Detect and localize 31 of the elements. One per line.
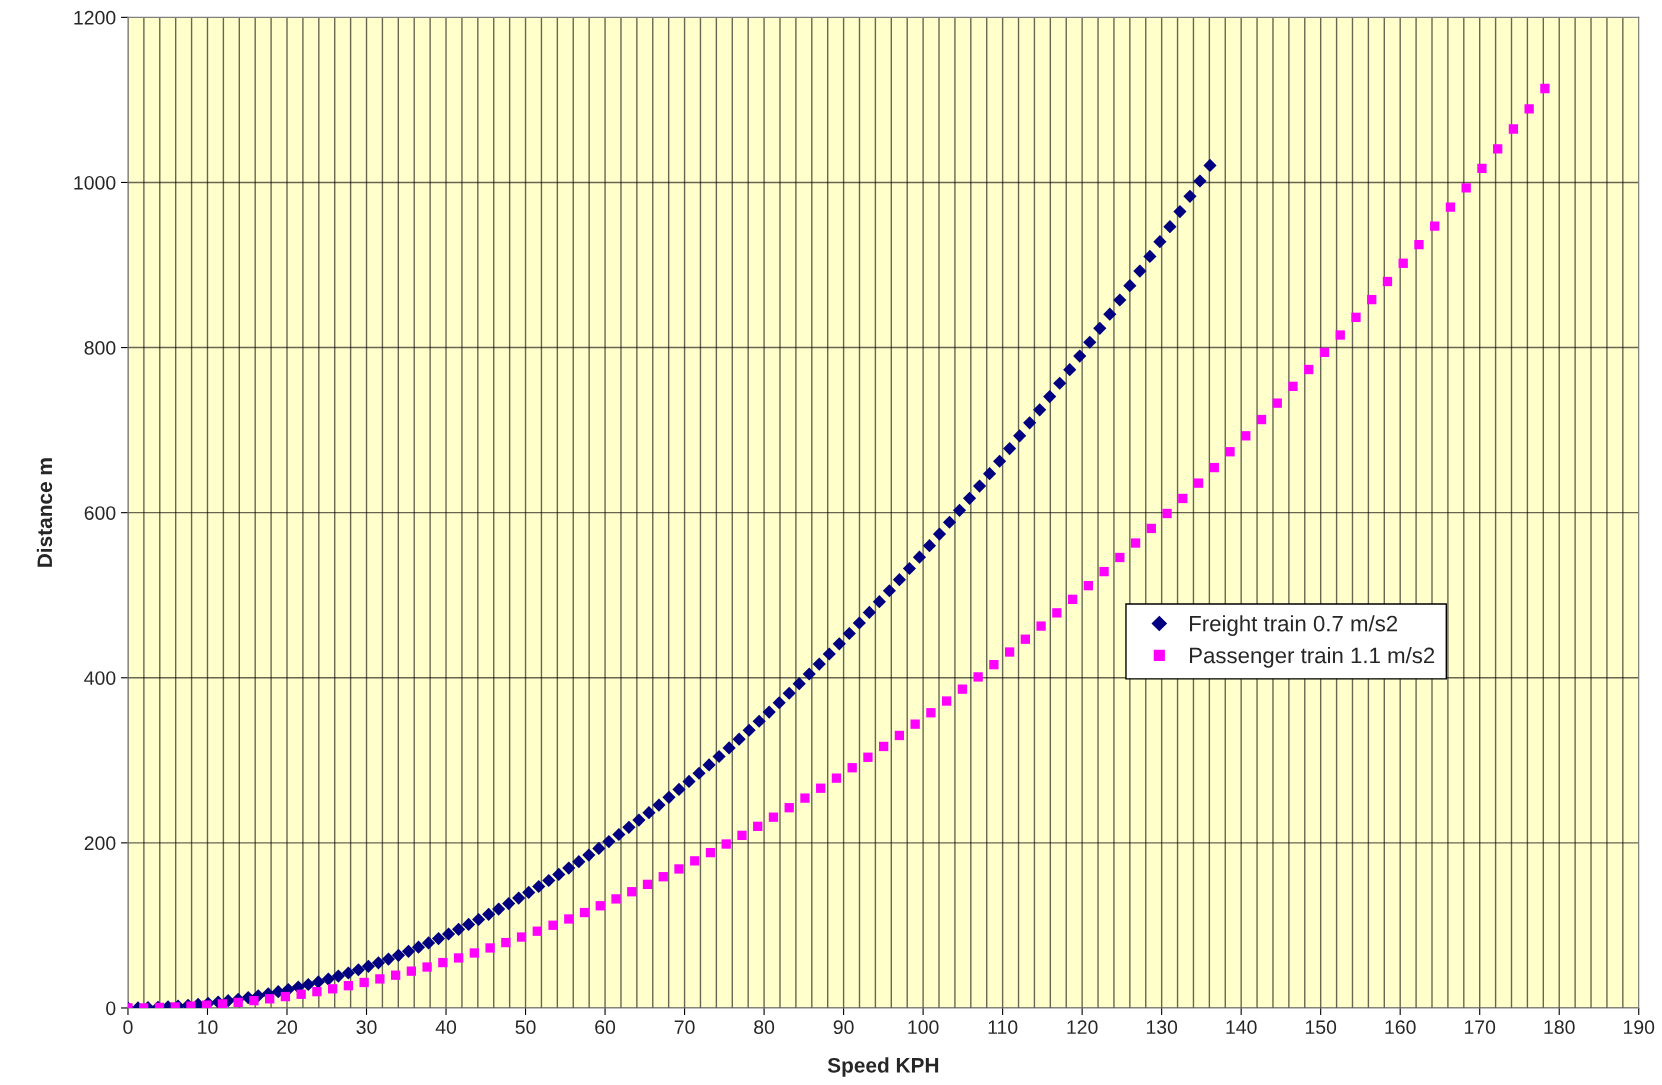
y-tick-label: 0 — [106, 1001, 116, 1016]
x-tick-label: 160 — [1385, 1020, 1416, 1035]
x-tick-label: 130 — [1146, 1020, 1178, 1035]
x-tick-label: 170 — [1464, 1020, 1496, 1035]
x-tick-label: 20 — [277, 1020, 298, 1035]
y-axis-title: Distance m — [36, 458, 53, 567]
x-tick-label: 190 — [1624, 1020, 1655, 1035]
x-tick-label: 70 — [674, 1020, 695, 1035]
x-tick-label: 150 — [1305, 1020, 1337, 1035]
x-tick-label: 140 — [1226, 1020, 1257, 1035]
x-axis-title: Speed KPH — [827, 1057, 939, 1077]
x-tick-label: 10 — [198, 1020, 218, 1035]
x-tick-label: 100 — [908, 1020, 939, 1035]
y-tick-label: 800 — [84, 341, 116, 355]
x-tick-label: 110 — [988, 1020, 1018, 1035]
x-tick-label: 30 — [356, 1020, 377, 1035]
x-tick-label: 60 — [595, 1020, 616, 1035]
y-tick-label: 600 — [84, 506, 116, 520]
y-tick-label: 1000 — [74, 175, 116, 190]
y-tick-label: 200 — [84, 836, 116, 851]
x-tick-label: 0 — [123, 1020, 133, 1035]
x-tick-label: 80 — [754, 1020, 775, 1035]
x-tick-label: 90 — [833, 1020, 854, 1035]
legend-label: Freight train 0.7 m/s2 — [1190, 615, 1398, 636]
x-tick-label: 120 — [1067, 1020, 1098, 1035]
legend-label: Passenger train 1.1 m/s2 — [1190, 647, 1435, 668]
x-tick-label: 180 — [1544, 1020, 1575, 1035]
x-tick-label: 40 — [435, 1020, 457, 1035]
y-tick-label: 400 — [84, 671, 116, 685]
y-tick-label: 1200 — [74, 10, 116, 25]
x-tick-label: 50 — [515, 1020, 536, 1035]
